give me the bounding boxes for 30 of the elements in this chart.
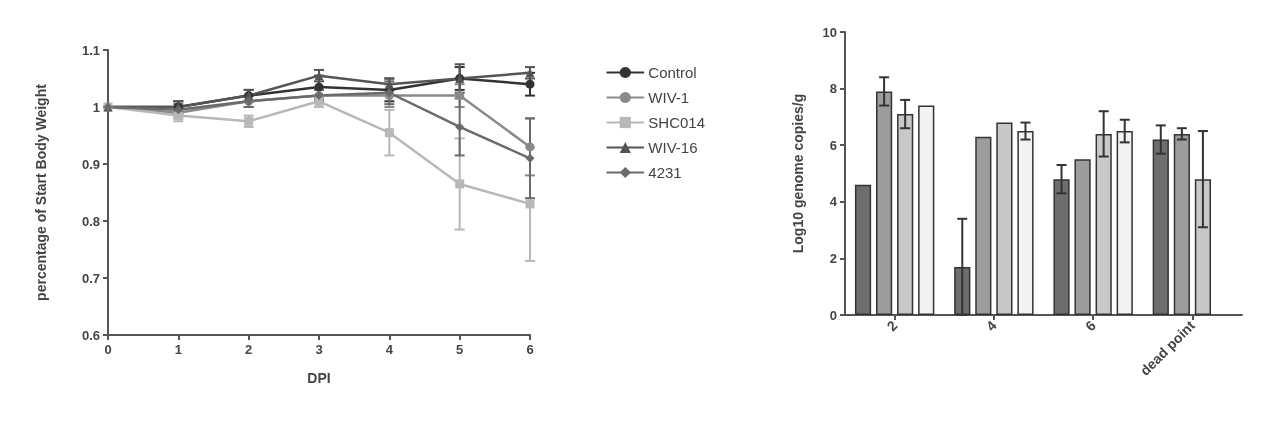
x-tick-label: 2 <box>245 342 253 357</box>
y-tick-label: 0 <box>829 307 837 323</box>
y-axis-title: percentage of Start Body Weight <box>33 83 49 301</box>
x-tick-label: 4 <box>385 342 394 357</box>
y-tick-label: 10 <box>822 24 837 40</box>
y-tick-label: 6 <box>829 137 837 153</box>
legend-label: WIV-16 <box>648 139 698 156</box>
x-tick-label: 2 <box>883 317 901 335</box>
x-tick-label: 1 <box>174 342 182 357</box>
x-tick-label: 6 <box>526 342 534 357</box>
y-tick-label: 1 <box>92 99 100 115</box>
legend-label: 4231 <box>648 164 682 181</box>
x-tick-label: 6 <box>1081 317 1099 335</box>
y-tick-label: 2 <box>829 250 837 266</box>
x-tick-label: 3 <box>315 342 323 357</box>
x-tick-label: 5 <box>456 342 464 357</box>
legend-label: WIV-1 <box>648 89 690 106</box>
x-tick-label: 0 <box>104 342 112 357</box>
y-tick-label: 0.9 <box>81 156 100 172</box>
y-tick-label: 0.7 <box>81 270 100 286</box>
legend-label: Control <box>648 64 697 81</box>
y-tick-label: 4 <box>829 194 838 210</box>
y-tick-label: 0.6 <box>81 327 100 343</box>
y-tick-label: 1.1 <box>81 42 100 58</box>
x-axis-title: DPI <box>307 370 331 386</box>
legend-label: SHC014 <box>648 114 706 131</box>
y-axis-title: Log10 genome copies/g <box>790 93 806 254</box>
x-tick-label: 4 <box>982 317 1000 335</box>
y-tick-label: 8 <box>829 81 837 97</box>
y-tick-label: 0.8 <box>81 213 100 229</box>
